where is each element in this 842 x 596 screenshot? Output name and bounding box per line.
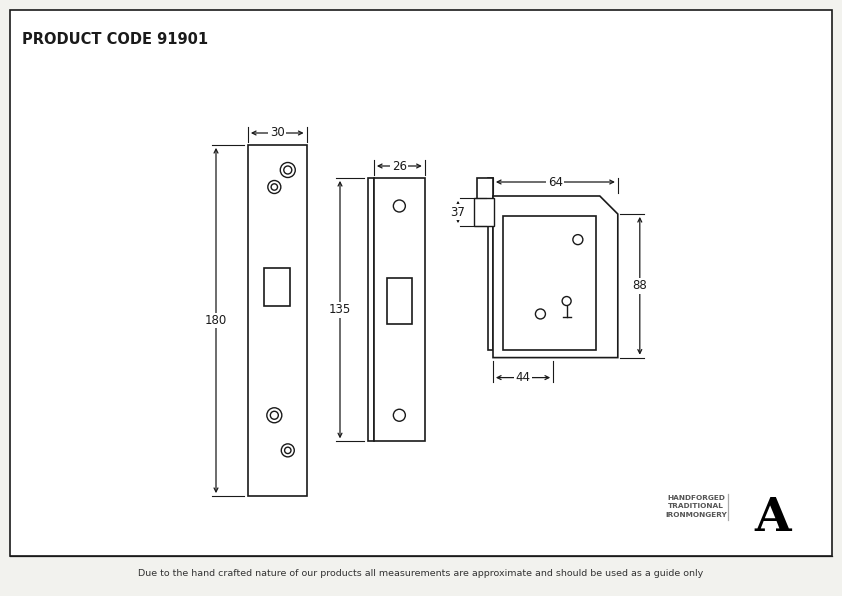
- Text: IRONMONGERY: IRONMONGERY: [665, 512, 727, 518]
- Circle shape: [271, 184, 278, 190]
- Bar: [386, 278, 412, 324]
- Text: 37: 37: [450, 206, 466, 219]
- Bar: [248, 145, 306, 496]
- Circle shape: [536, 309, 546, 319]
- Circle shape: [284, 166, 292, 174]
- Bar: [474, 198, 494, 226]
- Polygon shape: [493, 196, 618, 358]
- Bar: [368, 178, 374, 441]
- Text: TRADITIONAL: TRADITIONAL: [668, 504, 724, 510]
- Bar: [374, 178, 424, 441]
- Circle shape: [562, 297, 571, 306]
- Circle shape: [281, 444, 295, 457]
- Circle shape: [573, 235, 583, 244]
- Text: 135: 135: [329, 303, 351, 316]
- Text: 88: 88: [632, 280, 647, 292]
- Text: 180: 180: [205, 314, 227, 327]
- Text: 64: 64: [548, 175, 563, 188]
- Circle shape: [280, 163, 296, 178]
- Text: 44: 44: [515, 371, 530, 384]
- Bar: [477, 178, 493, 206]
- Circle shape: [267, 408, 282, 423]
- Text: HANDFORGED: HANDFORGED: [667, 495, 725, 501]
- Bar: [264, 268, 290, 306]
- Circle shape: [268, 181, 281, 194]
- Circle shape: [270, 411, 279, 419]
- Circle shape: [285, 447, 291, 454]
- Text: 26: 26: [392, 160, 407, 172]
- Circle shape: [393, 200, 405, 212]
- Text: A: A: [754, 495, 791, 541]
- Text: 30: 30: [270, 126, 285, 139]
- Text: Due to the hand crafted nature of our products all measurements are approximate : Due to the hand crafted nature of our pr…: [138, 570, 704, 579]
- Circle shape: [393, 409, 405, 421]
- Bar: [488, 178, 493, 350]
- Text: PRODUCT CODE 91901: PRODUCT CODE 91901: [22, 32, 208, 47]
- Bar: [503, 216, 596, 350]
